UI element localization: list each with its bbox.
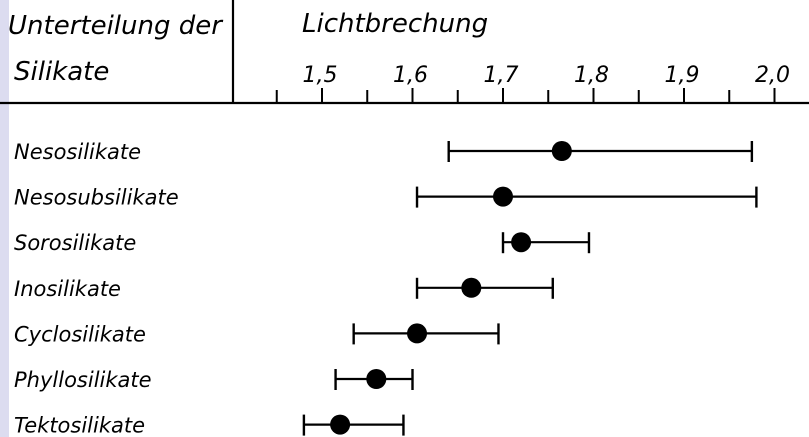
category-rows: Nesosilikate Nesosubsilikate Sorosilikate I… [14, 140, 758, 437]
left-edge-stripe [0, 0, 9, 437]
mean-point [511, 232, 532, 253]
mean-point [330, 414, 351, 435]
mean-point [493, 186, 513, 207]
category-label: Sorosilikate [14, 231, 136, 255]
header-left-line-1: Unterteilung der [8, 11, 224, 41]
category-label: Nesosubsilikate [14, 186, 179, 210]
category-label: Phyllosilikate [14, 368, 152, 392]
mean-point [551, 141, 572, 161]
axis-ticks: 1,5 1,6 1,7 1,8 1,9 2,0 [275, 63, 790, 103]
tick-label: 1,9 [665, 63, 700, 88]
mean-point [461, 277, 482, 298]
category-label: Nesosilikate [14, 140, 141, 164]
category-label: Tektosilikate [14, 414, 145, 437]
category-label: Inosilikate [14, 277, 121, 301]
tick-label: 1,5 [303, 63, 338, 88]
mean-point [407, 323, 428, 344]
tick-label: 1,6 [393, 63, 428, 88]
header-axis-title: Lichtbrechung [302, 9, 488, 39]
tick-label: 1,8 [574, 63, 609, 88]
header-left-line-2: Silikate [14, 57, 109, 87]
tick-label: 1,7 [484, 63, 519, 88]
tick-label: 2,0 [755, 63, 790, 88]
mean-point [366, 369, 387, 389]
category-label: Cyclosilikate [14, 322, 146, 346]
